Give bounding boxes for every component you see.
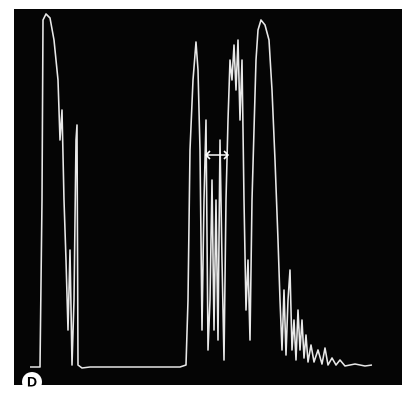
panel-label: D — [27, 374, 37, 390]
waveform-panel: D — [0, 0, 408, 414]
page: D (() => { const data = JSON.parse(docum… — [0, 0, 408, 414]
